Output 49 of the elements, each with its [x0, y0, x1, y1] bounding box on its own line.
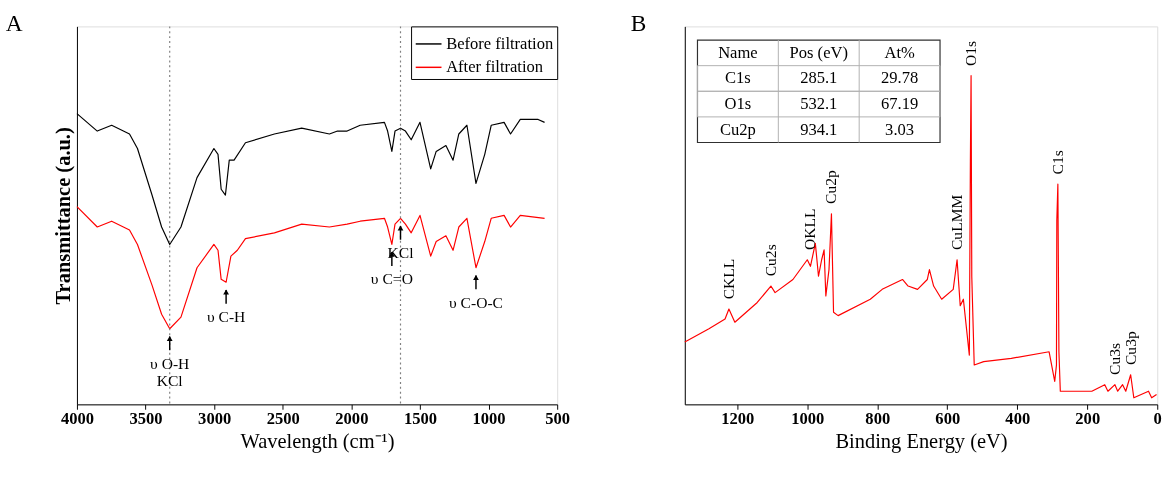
- annotation: O1s: [724, 93, 752, 113]
- annotation: KCl: [387, 244, 415, 262]
- annotation: Cu2s: [761, 244, 779, 277]
- x-tick-label: 200: [1075, 409, 1101, 429]
- chart-title: A: [5, 9, 23, 36]
- annotation: υ C-H: [206, 308, 246, 326]
- annotation: 532.1: [800, 93, 838, 113]
- x-axis-title: Binding Energy (eV): [835, 429, 1008, 453]
- annotation: CuLMM: [947, 194, 965, 251]
- y-axis-title: Transmittance (a.u.): [51, 127, 75, 305]
- annotation: C1s: [725, 68, 751, 88]
- text: Pos (eV): [789, 42, 848, 62]
- annotation: KCl: [156, 372, 184, 390]
- x-tick-label: 600: [935, 409, 961, 429]
- annotation: 934.1: [800, 119, 838, 139]
- annotation: O1s: [961, 40, 979, 66]
- chart-title: B: [630, 10, 647, 37]
- annotation: Cu2p: [719, 119, 756, 139]
- annotation: Cu3s: [1105, 342, 1123, 375]
- x-tick-label: 3500: [129, 409, 163, 429]
- x-tick-label: 800: [865, 409, 891, 429]
- x-tick-label: 500: [545, 409, 571, 429]
- annotation: 67.19: [880, 93, 919, 113]
- annotation: 29.78: [880, 68, 919, 88]
- text: Name: [718, 42, 758, 62]
- annotation: υ C-O-C: [448, 293, 503, 311]
- x-tick-label: 400: [1005, 409, 1031, 429]
- annotation: 3.03: [885, 119, 915, 139]
- x-tick-label: 1000: [791, 409, 825, 429]
- legend-label: After filtration: [446, 57, 544, 77]
- x-tick-label: 1200: [721, 409, 755, 429]
- x-tick-label: 1000: [472, 409, 506, 429]
- x-tick-label: 4000: [60, 409, 94, 429]
- annotation: Cu2p: [822, 170, 840, 204]
- annotation: υ C=O: [370, 270, 413, 288]
- x-tick-label: 3000: [198, 409, 232, 429]
- annotation: υ O-H: [150, 354, 190, 372]
- x-axis-title: Wavelength (cm⁻¹): [240, 429, 395, 453]
- annotation: C1s: [1048, 150, 1066, 175]
- x-tick-label: 0: [1153, 409, 1162, 429]
- x-tick-label: 1500: [403, 409, 438, 429]
- x-tick-label: 2000: [335, 409, 369, 429]
- legend-label: Before filtration: [446, 33, 554, 53]
- annotation: CKLL: [719, 258, 737, 300]
- text: At%: [884, 42, 915, 62]
- x-tick-label: 2500: [266, 409, 300, 429]
- annotation: Cu3p: [1121, 331, 1139, 366]
- annotation: OKLL: [801, 208, 819, 251]
- annotation: 285.1: [800, 68, 838, 88]
